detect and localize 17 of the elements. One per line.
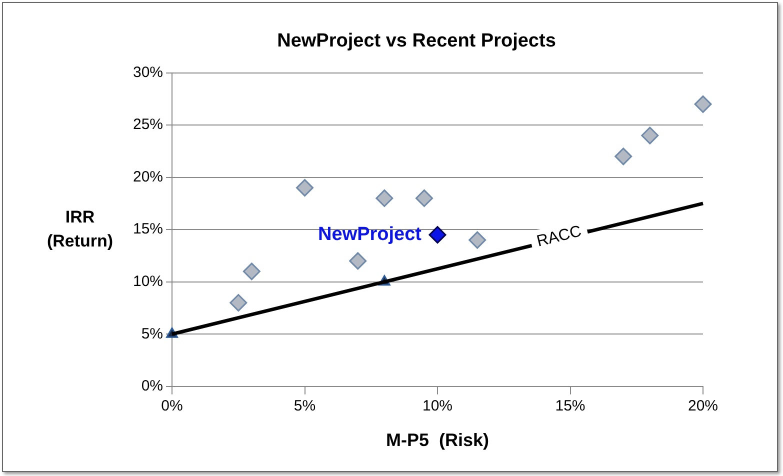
- y-tick-label: 25%: [132, 116, 164, 134]
- series-label: NewProject: [318, 224, 422, 246]
- y-tick-label: 15%: [132, 220, 164, 238]
- x-tick-label: 15%: [555, 398, 586, 415]
- y-tick-label: 5%: [141, 325, 164, 342]
- x-axis-title: M-P5 (Risk): [386, 430, 490, 450]
- chart-title: NewProject vs Recent Projects: [277, 30, 556, 52]
- x-tick-label: 20%: [688, 398, 718, 415]
- y-tick-label: 30%: [132, 64, 164, 81]
- y-axis-title: IRR (Return): [46, 207, 114, 250]
- y-tick-label: 0%: [141, 378, 164, 395]
- text: RACC: [535, 223, 584, 250]
- y-tick-label: 10%: [132, 273, 164, 290]
- y-tick-label: 20%: [132, 168, 164, 186]
- x-tick-label: 5%: [294, 398, 316, 415]
- x-tick-label: 10%: [422, 398, 453, 415]
- x-tick-label: 0%: [161, 398, 183, 415]
